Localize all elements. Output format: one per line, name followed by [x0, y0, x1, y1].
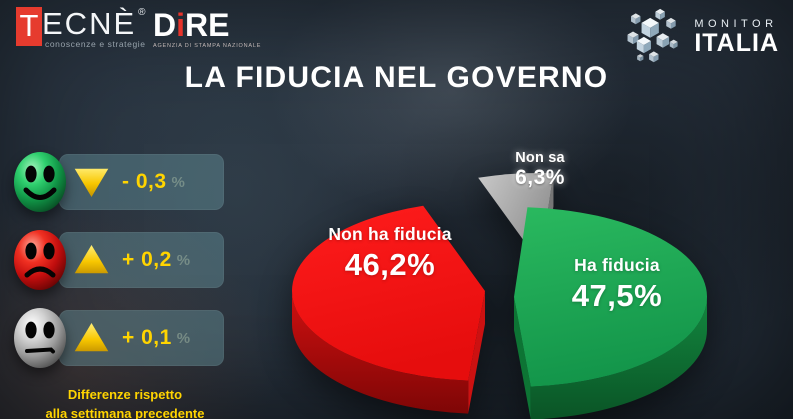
trend-down-icon	[74, 168, 109, 197]
legend-pill: + 0,2 %	[59, 232, 224, 288]
trend-up-icon	[74, 245, 109, 274]
percent-sign: %	[176, 251, 191, 269]
pie-chart-svg	[291, 173, 708, 419]
tecne-tagline: conoscenze e strategie	[45, 39, 146, 49]
tecne-logo-t: T	[16, 7, 42, 46]
tecne-logo: T ECNÈ ® conoscenze e strategie	[16, 7, 146, 49]
dire-logo: DiRE AGENZIA DI STAMPA NAZIONALE	[153, 9, 261, 50]
dire-letters-re: RE	[185, 7, 230, 43]
dire-tagline: AGENZIA DI STAMPA NAZIONALE	[153, 43, 262, 49]
delta-value: + 0,1	[122, 326, 172, 349]
delta-value: + 0,2	[122, 248, 172, 271]
monitor-italia-logo: MONITOR ITALIA	[619, 8, 779, 64]
pie-chart: Non sa 6,3% Non ha fiducia 46,2% Ha fidu…	[255, 112, 793, 419]
cubes-cluster-icon	[627, 8, 678, 63]
registered-mark-icon: ®	[138, 7, 146, 18]
percent-sign: %	[171, 173, 185, 191]
footnote-line1: Differenze rispetto	[67, 387, 183, 402]
trend-legend: - 0,3 % + 0,2 %	[12, 150, 224, 419]
legend-row-non-ha-fiducia: + 0,2 %	[12, 228, 224, 292]
legend-row-ha-fiducia: - 0,3 %	[12, 150, 224, 214]
italia-label: ITALIA	[694, 28, 779, 57]
monitor-italia-text: MONITOR ITALIA	[694, 18, 779, 55]
trend-up-icon	[74, 323, 109, 352]
tecne-logo-text: ECNÈ	[42, 6, 137, 41]
delta-value: - 0,3	[122, 170, 167, 193]
legend-row-non-sa: + 0,1 %	[12, 306, 224, 370]
legend-pill: - 0,3 %	[59, 154, 224, 210]
legend-pill: + 0,1 %	[59, 310, 224, 366]
smiley-green-face-icon	[14, 152, 66, 212]
footnote-line2: alla settimana precedente	[45, 405, 205, 419]
percent-sign: %	[176, 329, 191, 347]
dire-letter-d: D	[153, 7, 177, 43]
neutral-gray-face-icon	[14, 308, 66, 368]
dire-logo-text: DiRE	[153, 9, 261, 41]
monitor-label: MONITOR	[694, 17, 778, 30]
dire-letter-i: i	[176, 7, 185, 43]
legend-footnote: Differenze rispetto alla settimana prece…	[26, 386, 224, 419]
page-title: LA FIDUCIA NEL GOVERNO	[184, 61, 609, 94]
pie-slice-non-ha-fiducia	[291, 205, 485, 414]
pie-slice-ha-fiducia	[514, 207, 708, 419]
sad-red-face-icon	[14, 230, 66, 290]
